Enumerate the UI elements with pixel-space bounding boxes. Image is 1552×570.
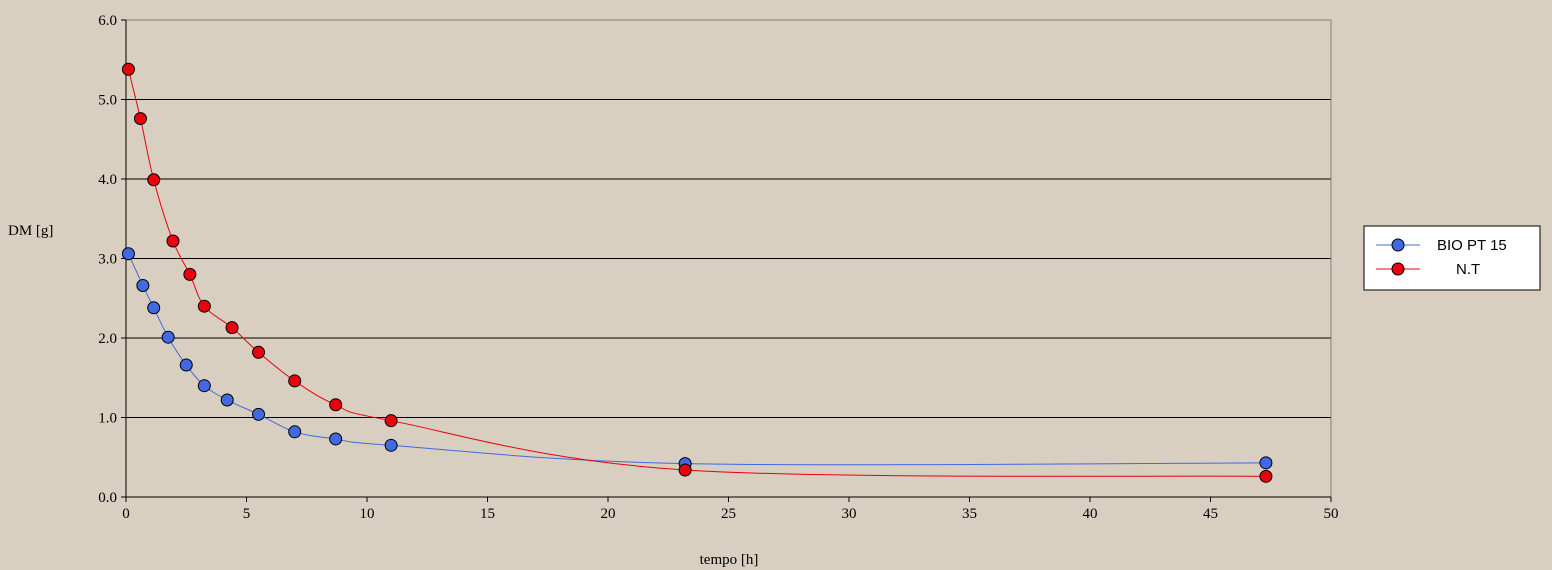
y-tick-label: 0.0 bbox=[98, 490, 117, 506]
y-axis-title: DM [g] bbox=[8, 223, 53, 239]
y-tick-label: 6.0 bbox=[98, 13, 117, 29]
x-tick-label: 30 bbox=[842, 506, 857, 522]
legend-marker-bio-pt-15 bbox=[1391, 238, 1405, 252]
gridlines bbox=[126, 19, 1331, 418]
data-point-n-t bbox=[329, 398, 343, 412]
y-tick-label: 3.0 bbox=[98, 252, 117, 268]
y-tick-label: 2.0 bbox=[98, 331, 117, 347]
data-point-n-t bbox=[288, 374, 302, 388]
data-point-bio-pt-15 bbox=[288, 425, 302, 439]
data-point-n-t bbox=[197, 299, 211, 313]
series-n-t bbox=[121, 62, 1273, 483]
data-point-n-t bbox=[133, 112, 147, 126]
x-tick-label: 5 bbox=[243, 506, 251, 522]
legend-label-n-t: N.T bbox=[1456, 261, 1480, 278]
data-point-n-t bbox=[252, 345, 266, 359]
data-point-n-t bbox=[166, 234, 180, 248]
legend-marker-n-t bbox=[1391, 262, 1405, 276]
x-tick-label: 35 bbox=[962, 506, 977, 522]
axes bbox=[121, 19, 1332, 502]
data-point-bio-pt-15 bbox=[121, 247, 135, 261]
data-point-n-t bbox=[384, 414, 398, 428]
data-point-bio-pt-15 bbox=[252, 407, 266, 421]
y-tick-label: 5.0 bbox=[98, 93, 117, 109]
data-point-bio-pt-15 bbox=[197, 379, 211, 393]
x-tick-label: 45 bbox=[1203, 506, 1218, 522]
data-point-bio-pt-15 bbox=[220, 393, 234, 407]
x-tick-label: 40 bbox=[1083, 506, 1098, 522]
y-tick-label: 1.0 bbox=[98, 411, 117, 427]
data-point-bio-pt-15 bbox=[147, 301, 161, 315]
x-tick-label: 10 bbox=[360, 506, 375, 522]
legend-box bbox=[1363, 225, 1541, 291]
series-bio-pt-15 bbox=[121, 247, 1273, 471]
data-point-n-t bbox=[225, 321, 239, 335]
x-tick-label: 0 bbox=[122, 506, 130, 522]
legend: BIO PT 15 N.T bbox=[1363, 225, 1541, 291]
x-tick-label: 50 bbox=[1324, 506, 1339, 522]
data-point-bio-pt-15 bbox=[329, 432, 343, 446]
data-point-bio-pt-15 bbox=[384, 438, 398, 452]
data-point-n-t bbox=[121, 62, 135, 76]
data-point-n-t bbox=[1259, 469, 1273, 483]
series bbox=[121, 62, 1273, 483]
tick-labels: 0.0 1.0 2.0 3.0 4.0 5.0 6.0 0 5 10 15 20 25 30 35 40 45 5… bbox=[98, 13, 1338, 522]
data-point-n-t bbox=[678, 463, 692, 477]
data-point-bio-pt-15 bbox=[161, 330, 175, 344]
data-point-bio-pt-15 bbox=[179, 358, 193, 372]
legend-label-bio-pt-15: BIO PT 15 bbox=[1437, 237, 1507, 254]
data-point-n-t bbox=[183, 267, 197, 281]
x-tick-label: 20 bbox=[601, 506, 616, 522]
x-tick-label: 25 bbox=[721, 506, 736, 522]
y-tick-label: 4.0 bbox=[98, 172, 117, 188]
data-point-bio-pt-15 bbox=[1259, 456, 1273, 470]
series-line-bio-pt-15 bbox=[127, 253, 1266, 466]
x-tick-label: 15 bbox=[480, 506, 495, 522]
data-point-bio-pt-15 bbox=[136, 279, 150, 293]
x-axis-title: tempo [h] bbox=[700, 552, 759, 568]
series-line-n-t bbox=[127, 69, 1266, 477]
data-point-n-t bbox=[147, 173, 161, 187]
